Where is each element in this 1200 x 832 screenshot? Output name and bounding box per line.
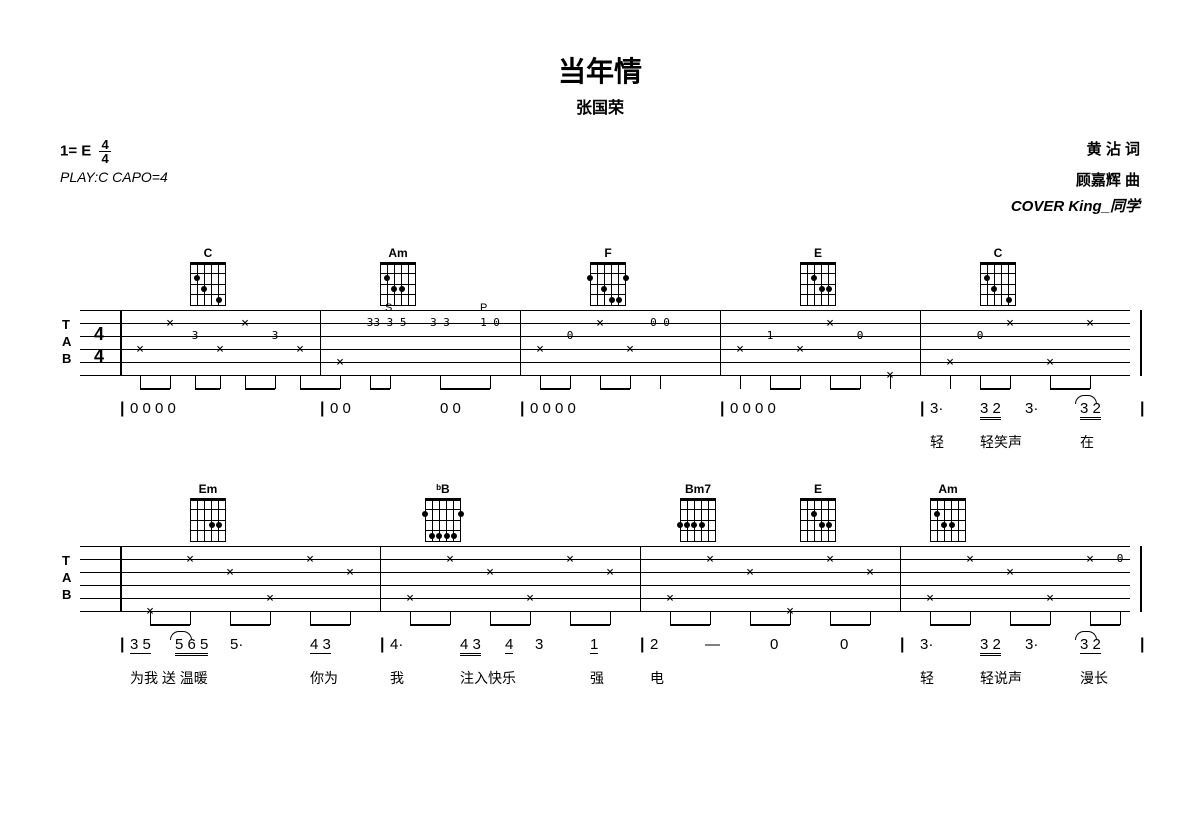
jianpu-row: ||||||0 0 0 00 00 00 0 0 00 0 0 03·3 23·… bbox=[80, 400, 1140, 428]
chord-diagram-ᵇB: ᵇB bbox=[425, 482, 461, 542]
artist-name: 张国荣 bbox=[60, 94, 1140, 118]
chord-diagram-E: E bbox=[800, 482, 836, 542]
cover-credit: COVER King_同学 bbox=[1011, 195, 1140, 216]
chord-diagram-E: E bbox=[800, 246, 836, 306]
chord-diagram-F: F bbox=[590, 246, 626, 306]
lyrics-row: 轻轻笑声在 bbox=[80, 432, 1140, 452]
lyrics-row: 为我 送 温暖你为我注入快乐强电轻轻说声漫长 bbox=[80, 668, 1140, 688]
music-system-0: C Am F E CTAB44SP××3××3××33 3 53 31 0×0××0 0… bbox=[60, 246, 1140, 452]
chord-diagram-C: C bbox=[980, 246, 1016, 306]
lyricist-credit: 黄 沾 词 bbox=[1087, 138, 1140, 165]
chord-diagram-Bm7: Bm7 bbox=[680, 482, 716, 542]
chord-diagram-C: C bbox=[190, 246, 226, 306]
tab-staff: TAB×××××××××××××××××××××××0 bbox=[80, 546, 1130, 612]
tab-staff: TAB44SP××3××3××33 3 53 31 0×0××0 0×1××0×… bbox=[80, 310, 1130, 376]
jianpu-row: |||||3 55 6 55·4 34·4 34312—003·3 23·3 2 bbox=[80, 636, 1140, 664]
chord-diagram-Am: Am bbox=[930, 482, 966, 542]
play-instruction: PLAY:C CAPO=4 bbox=[60, 169, 168, 185]
key-signature: 1= E 44 bbox=[60, 138, 111, 165]
chord-diagram-Am: Am bbox=[380, 246, 416, 306]
song-title: 当年情 bbox=[60, 50, 1140, 90]
music-system-1: Em ᵇB Bm7 E AmTAB×××××××××××××××××××××××0 |||… bbox=[60, 482, 1140, 688]
chord-diagram-Em: Em bbox=[190, 482, 226, 542]
